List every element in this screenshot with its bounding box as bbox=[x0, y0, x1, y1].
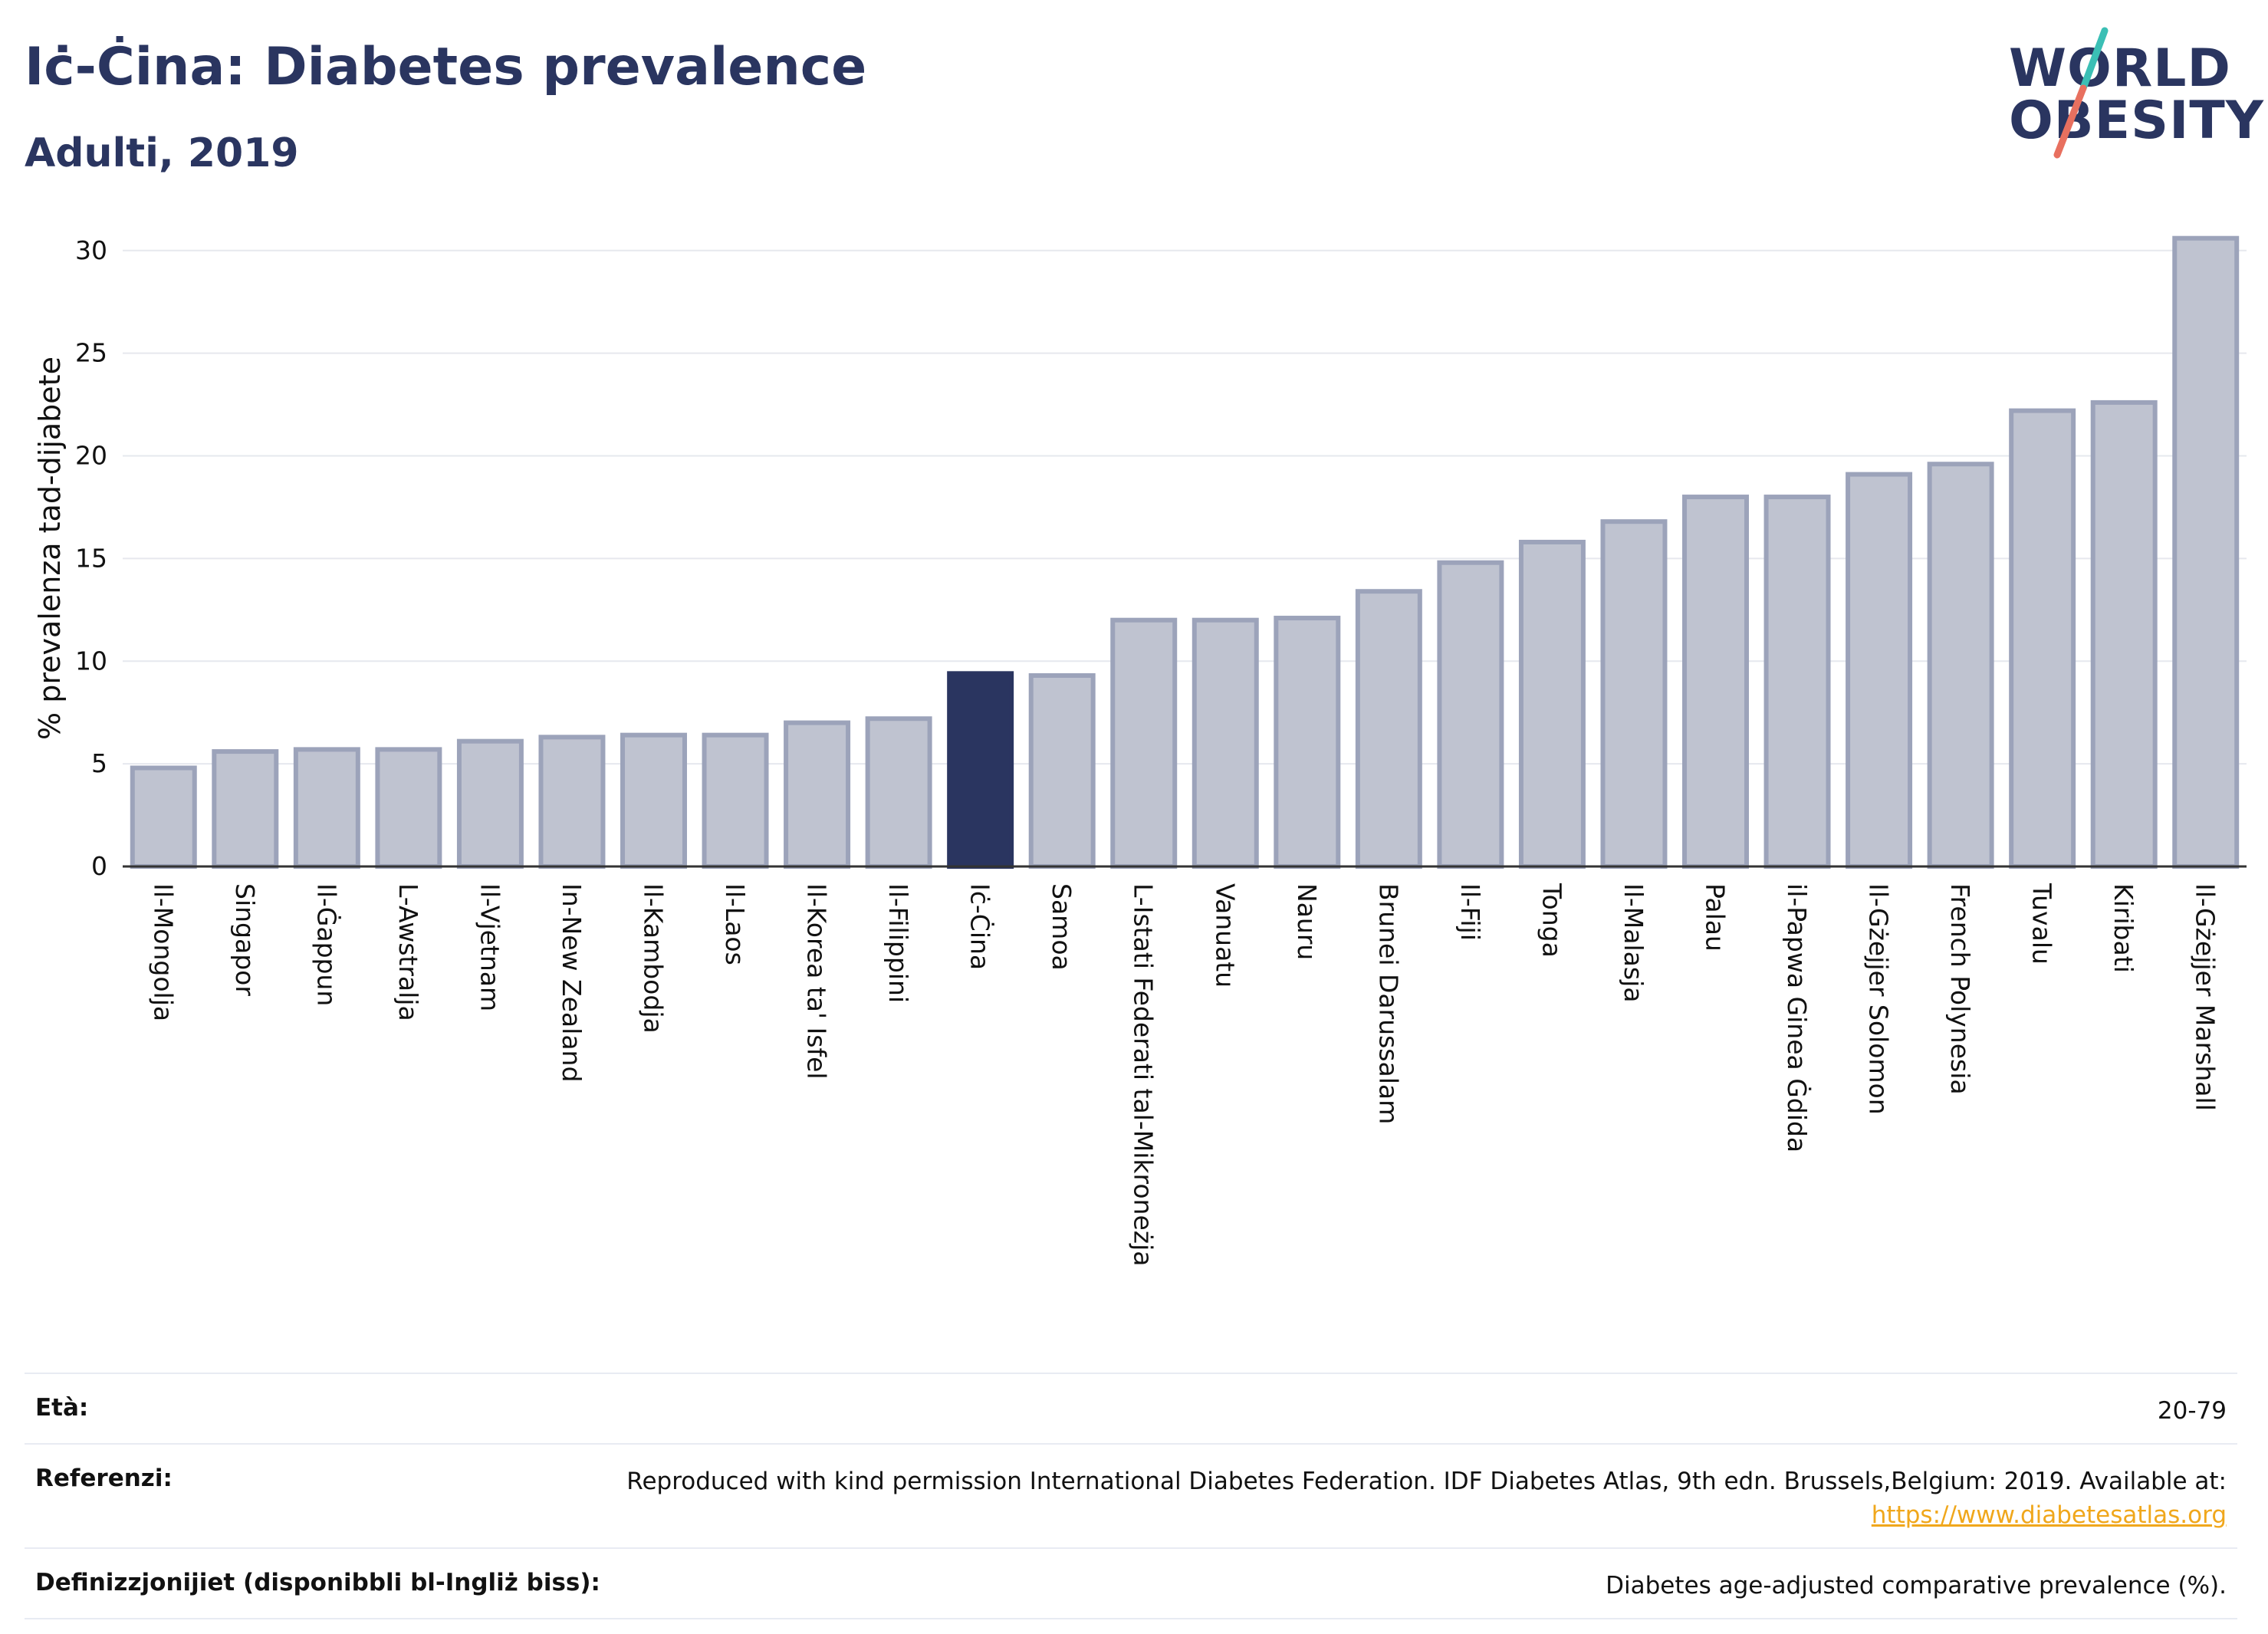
info-value-age: 20-79 bbox=[2157, 1397, 2227, 1425]
bar[interactable] bbox=[702, 732, 769, 869]
bar[interactable] bbox=[1192, 617, 1259, 869]
bar[interactable] bbox=[947, 671, 1014, 869]
y-tick-labels: 0 5 10 15 20 25 30 bbox=[75, 235, 107, 881]
bar[interactable] bbox=[1355, 589, 1422, 869]
y-tick-label: 20 bbox=[75, 441, 107, 471]
bars bbox=[130, 235, 2240, 870]
x-tick-label: Il-Gżejjer Solomon bbox=[1864, 883, 1894, 1115]
x-tick-label: Il-Korea ta' Isfel bbox=[802, 883, 832, 1080]
y-tick-label: 25 bbox=[75, 338, 107, 368]
info-label-definitions: Definizzjonijiet (disponibbli bl-Ingliż … bbox=[35, 1569, 600, 1596]
bar[interactable] bbox=[784, 720, 851, 869]
y-tick-label: 15 bbox=[75, 543, 107, 573]
y-tick-label: 5 bbox=[91, 748, 107, 778]
x-tick-label: Nauru bbox=[1292, 883, 1322, 960]
page-title: Iċ-Ċina: Diabetes prevalence bbox=[25, 37, 867, 97]
bar[interactable] bbox=[1846, 472, 1913, 869]
x-tick-label: Tonga bbox=[1537, 883, 1566, 958]
bar[interactable] bbox=[1437, 560, 1504, 869]
x-tick-label: Il-Ġappun bbox=[311, 883, 342, 1006]
x-tick-label: Il-Malasja bbox=[1619, 883, 1648, 1002]
logo-line-1: WORLD bbox=[2009, 38, 2231, 99]
info-row-references: Referenzi: Reproduced with kind permissi… bbox=[25, 1443, 2237, 1547]
bar[interactable] bbox=[1763, 495, 1831, 869]
bar[interactable] bbox=[620, 732, 687, 869]
x-tick-label: Palau bbox=[1701, 883, 1731, 952]
bar[interactable] bbox=[538, 735, 606, 869]
bar[interactable] bbox=[130, 765, 197, 870]
info-label-age: Età: bbox=[35, 1394, 89, 1422]
bar[interactable] bbox=[456, 738, 524, 870]
bar[interactable] bbox=[1682, 495, 1749, 869]
bar[interactable] bbox=[1927, 462, 1994, 869]
info-label-references: Referenzi: bbox=[35, 1465, 173, 1492]
x-tick-label: Brunei Darussalam bbox=[1373, 883, 1403, 1124]
x-tick-label: Il-Laos bbox=[720, 883, 750, 965]
bar[interactable] bbox=[1274, 616, 1341, 870]
info-row-age: Età: 20-79 bbox=[25, 1373, 2237, 1443]
bar[interactable] bbox=[1110, 617, 1178, 869]
bar[interactable] bbox=[293, 747, 360, 869]
x-tick-label: Kiribati bbox=[2109, 883, 2138, 973]
x-tick-label: L-Awstralja bbox=[393, 883, 423, 1021]
info-value-references: Reproduced with kind permission Internat… bbox=[626, 1465, 2227, 1532]
bar[interactable] bbox=[212, 749, 279, 869]
x-tick-label: French Polynesia bbox=[1945, 883, 1975, 1095]
bar[interactable] bbox=[1600, 519, 1668, 869]
x-tick-label: Il-Fiji bbox=[1455, 883, 1485, 941]
info-row-definitions: Definizzjonijiet (disponibbli bl-Ingliż … bbox=[25, 1547, 2237, 1619]
y-tick-label: 0 bbox=[91, 851, 107, 881]
info-value-definitions: Diabetes age-adjusted comparative preval… bbox=[1606, 1572, 2227, 1599]
x-tick-label: In-New Zealand bbox=[557, 883, 587, 1082]
x-tick-label: Vanuatu bbox=[1210, 883, 1240, 988]
x-tick-label: Tuvalu bbox=[2027, 883, 2057, 965]
x-tick-labels: Il-Mongolja Singapor Il-Ġappun L-Awstralja I… bbox=[148, 883, 2220, 1266]
logo-slash-icon bbox=[2053, 27, 2109, 159]
bar[interactable] bbox=[1028, 673, 1096, 869]
x-tick-label: L-Istati Federati tal-Mikroneżja bbox=[1129, 883, 1159, 1266]
x-tick-label: Samoa bbox=[1047, 883, 1076, 971]
y-tick-label: 10 bbox=[75, 646, 107, 676]
page-subtitle: Adulti, 2019 bbox=[25, 130, 299, 176]
y-tick-label: 30 bbox=[75, 235, 107, 265]
bar[interactable] bbox=[375, 747, 442, 869]
bar[interactable] bbox=[1518, 539, 1586, 869]
x-tick-label: Il-Gżejjer Marshall bbox=[2191, 883, 2220, 1111]
x-tick-label: il-Papwa Ginea Ġdida bbox=[1782, 883, 1813, 1152]
info-table: Età: 20-79 Referenzi: Reproduced with ki… bbox=[25, 1373, 2237, 1619]
world-obesity-logo: WORLD OBESITY bbox=[1997, 23, 2263, 161]
x-tick-label: Iċ-Ċina bbox=[965, 883, 996, 970]
y-axis-title: % prevalenza tad-dijabete bbox=[33, 357, 67, 740]
bar[interactable] bbox=[865, 716, 932, 870]
bar[interactable] bbox=[2009, 408, 2076, 869]
bar-chart: 0 5 10 15 20 25 30 Il-Mongolja Singapor Il-Ġappu… bbox=[33, 235, 2247, 1266]
x-tick-label: Il-Mongolja bbox=[148, 883, 178, 1021]
bar[interactable] bbox=[2090, 399, 2158, 870]
reference-link[interactable]: https://www.diabetesatlas.org bbox=[1871, 1501, 2227, 1529]
x-tick-label: Il-Vjetnam bbox=[475, 883, 505, 1011]
logo-line-2: OBESITY bbox=[2009, 90, 2264, 151]
x-tick-label: Il-Kambodja bbox=[639, 883, 669, 1034]
x-tick-label: Il-Filippini bbox=[883, 883, 913, 1003]
bar[interactable] bbox=[2172, 235, 2240, 870]
reference-text: Reproduced with kind permission Internat… bbox=[626, 1468, 2227, 1495]
x-tick-label: Singapor bbox=[230, 883, 260, 996]
